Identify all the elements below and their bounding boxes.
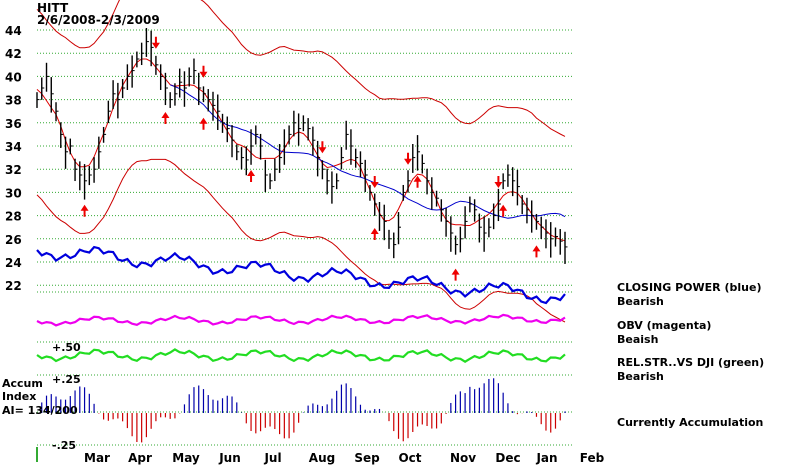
bollinger-bands	[36, 0, 566, 323]
month-label: Mar	[84, 451, 110, 465]
buy-arrow	[499, 204, 508, 217]
indicator-line	[36, 348, 566, 363]
legend-obv: OBV (magenta)	[617, 319, 711, 332]
signal-arrows	[80, 36, 541, 281]
y-tick-label: 36	[5, 117, 22, 131]
y-tick-label: 22	[5, 279, 22, 293]
y-tick-label: 28	[5, 210, 22, 224]
ai-tick-plus25: +.25	[52, 373, 81, 386]
buy-arrow	[161, 112, 170, 124]
accum-label-2: Index	[2, 390, 36, 403]
moving-averages	[36, 58, 566, 242]
lower-band-line	[36, 158, 566, 323]
month-label: Dec	[495, 451, 520, 465]
month-label: May	[172, 451, 200, 465]
y-tick-label: 42	[5, 47, 22, 61]
month-label: Aug	[309, 451, 335, 465]
indicator-line	[36, 245, 566, 305]
legend-closing-power-status: Bearish	[617, 295, 664, 308]
accum-label-3: AI= 134/200	[2, 404, 78, 417]
buy-arrow	[247, 170, 256, 182]
y-tick-label: 26	[5, 233, 22, 247]
y-tick-label: 32	[5, 163, 22, 177]
month-label: Sep	[354, 451, 380, 465]
buy-arrow	[370, 228, 379, 240]
accum-label-1: Accum	[2, 377, 43, 390]
moving-average-long	[170, 84, 566, 219]
accum-index-histogram	[41, 378, 566, 443]
moving-average-short	[36, 58, 566, 242]
sell-arrow	[199, 65, 208, 78]
sell-arrow	[318, 141, 327, 154]
month-label: Oct	[398, 451, 421, 465]
indicator-lines	[36, 245, 566, 363]
legend-obv-status: Beaish	[617, 333, 658, 346]
accum-status: Currently Accumulation	[617, 416, 763, 429]
month-label: Apr	[128, 451, 152, 465]
price-bars	[36, 27, 568, 264]
indicator-line	[36, 313, 566, 327]
y-axis-ticks: 44 42 40 38 36 34 32 30 28 26 24 22	[5, 24, 22, 293]
sell-arrow	[151, 36, 160, 49]
month-label: Jan	[535, 451, 557, 465]
chart-title: HITT	[37, 1, 69, 15]
y-tick-label: 24	[5, 256, 22, 270]
month-label: Nov	[450, 451, 476, 465]
ai-tick-minus25: -.25	[52, 439, 76, 452]
y-tick-label: 30	[5, 186, 22, 200]
month-label: Jul	[263, 451, 281, 465]
x-axis-months: Mar Apr May Jun Jul Aug Sep Oct Nov Dec Jan Feb	[84, 451, 605, 465]
month-label: Jun	[218, 451, 241, 465]
buy-arrow	[80, 204, 89, 217]
buy-arrow	[532, 245, 541, 258]
legend-relstr: REL.STR..VS DJI (green)	[617, 356, 764, 369]
sell-arrow	[494, 176, 503, 188]
legend-relstr-status: Bearish	[617, 370, 664, 383]
y-tick-label: 38	[5, 94, 22, 108]
month-label: Feb	[580, 451, 605, 465]
y-tick-label: 34	[5, 140, 22, 154]
ai-tick-plus50: +.50	[52, 341, 81, 354]
y-tick-label: 40	[5, 70, 22, 84]
buy-arrow	[451, 268, 460, 281]
sell-arrow	[404, 152, 413, 165]
chart-date-range: 2/6/2008-2/3/2009	[37, 13, 160, 27]
legend-closing-power: CLOSING POWER (blue)	[617, 281, 761, 294]
buy-arrow	[413, 175, 422, 188]
y-tick-label: 44	[5, 24, 22, 38]
upper-band-line	[36, 0, 566, 137]
grid-lines	[37, 29, 572, 446]
sell-arrow	[370, 176, 379, 188]
buy-arrow	[199, 117, 208, 130]
